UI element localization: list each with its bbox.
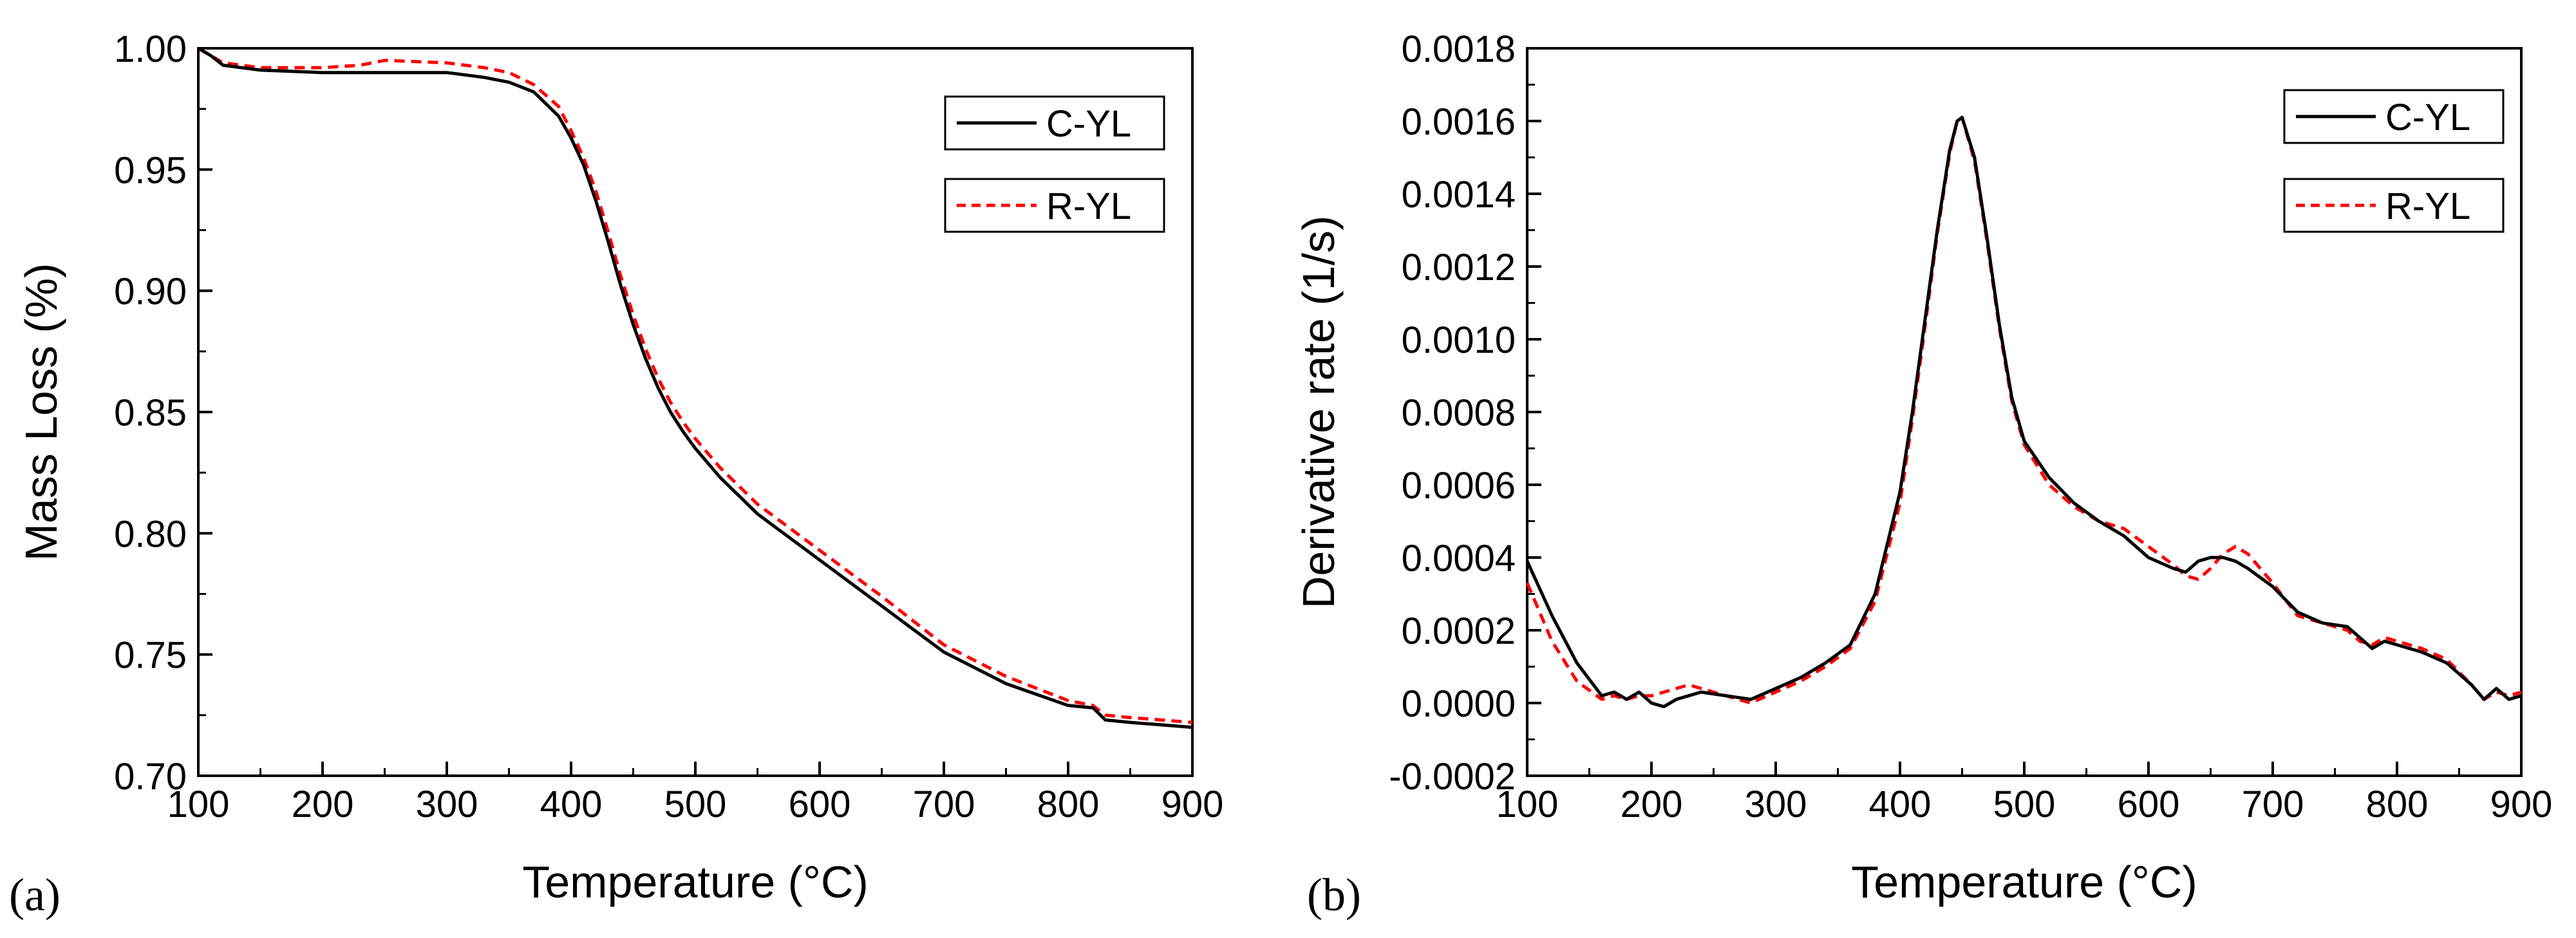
y-tick-label-b: 0.0008 bbox=[1402, 392, 1516, 434]
x-tick-label-a: 100 bbox=[167, 783, 230, 825]
y-tick-label-b: 0.0000 bbox=[1402, 683, 1516, 725]
x-tick-label-b: 600 bbox=[2118, 783, 2180, 825]
y-tick-label-b: 0.0014 bbox=[1402, 174, 1516, 216]
legend-label-a-r-yl: R-YL bbox=[1046, 185, 1131, 227]
y-tick-labels-a: 0.70 0.75 0.80 0.85 0.90 0.95 1.00 bbox=[114, 28, 187, 798]
y-tick-label-a: 0.70 bbox=[114, 756, 187, 798]
x-tick-label-a: 200 bbox=[292, 783, 354, 825]
y-tick-label-b: 0.0018 bbox=[1402, 28, 1516, 70]
series-lines-b bbox=[1525, 115, 2522, 709]
y-tick-label-b: 0.0010 bbox=[1402, 319, 1516, 361]
x-tick-label-b: 500 bbox=[1993, 783, 2056, 825]
x-tick-label-b: 100 bbox=[1496, 783, 1559, 825]
y-tick-label-b: 0.0004 bbox=[1402, 538, 1516, 579]
series-lines-a bbox=[197, 46, 1193, 729]
x-tick-label-a: 900 bbox=[1161, 783, 1224, 825]
legend-a: C-YL R-YL bbox=[944, 95, 1165, 233]
x-axis-title-b: Temperature (°C) bbox=[1851, 857, 2197, 907]
y-tick-label-a: 0.80 bbox=[114, 513, 187, 555]
legend-label-b-c-yl: C-YL bbox=[2385, 97, 2470, 138]
plot-frame-b bbox=[1526, 47, 2523, 777]
y-tick-label-b: 0.0006 bbox=[1402, 465, 1516, 507]
x-tick-label-b: 300 bbox=[1745, 783, 1807, 825]
panel-label-b: (b) bbox=[1307, 869, 1361, 921]
y-tick-label-b: 0.0002 bbox=[1402, 610, 1516, 652]
legend-box-a-c-yl bbox=[944, 95, 1165, 151]
y-tick-label-a: 0.75 bbox=[114, 635, 187, 677]
y-tick-label-b: 0.0012 bbox=[1402, 247, 1516, 288]
y-tick-labels-b: -0.0002 0.0000 0.0002 0.0004 0.0006 0.0008 0.0… bbox=[1389, 28, 1516, 798]
x-ticks-a bbox=[197, 762, 1194, 776]
series-line-b-c-yl bbox=[1525, 115, 2522, 709]
x-tick-label-a: 700 bbox=[913, 783, 975, 825]
x-tick-label-b: 900 bbox=[2490, 783, 2553, 825]
x-tick-labels-b: 100 200 300 400 500 600 700 800 900 bbox=[1496, 783, 2553, 825]
plot-frame-a bbox=[197, 47, 1194, 777]
x-tick-labels-a: 100 200 300 400 500 600 700 800 900 bbox=[167, 783, 1224, 825]
y-tick-label-b: -0.0002 bbox=[1389, 756, 1516, 798]
x-tick-label-a: 300 bbox=[416, 783, 478, 825]
legend-label-a-c-yl: C-YL bbox=[1046, 103, 1131, 145]
x-tick-label-b: 700 bbox=[2242, 783, 2304, 825]
y-axis-title-a: Mass Loss (%) bbox=[16, 263, 66, 561]
legend-b: C-YL R-YL bbox=[2283, 89, 2505, 233]
x-tick-label-b: 400 bbox=[1869, 783, 1932, 825]
series-line-a-c-yl bbox=[197, 46, 1193, 729]
x-tick-label-a: 500 bbox=[664, 783, 727, 825]
y-tick-label-a: 1.00 bbox=[114, 28, 187, 70]
x-tick-label-a: 600 bbox=[789, 783, 851, 825]
y-axis-title-b: Derivative rate (1/s) bbox=[1293, 216, 1344, 609]
legend-box-b-r-yl bbox=[2283, 178, 2505, 233]
y-tick-label-a: 0.90 bbox=[114, 271, 187, 313]
legend-box-a-r-yl bbox=[944, 178, 1165, 233]
y-ticks-b bbox=[1527, 47, 1541, 777]
x-tick-label-a: 400 bbox=[540, 783, 603, 825]
panel-label-a: (a) bbox=[9, 869, 61, 921]
series-line-a-r-yl bbox=[197, 46, 1193, 724]
legend-label-b-r-yl: R-YL bbox=[2385, 185, 2470, 227]
y-tick-label-a: 0.85 bbox=[114, 392, 187, 434]
y-tick-label-b: 0.0016 bbox=[1402, 101, 1516, 143]
x-tick-label-b: 200 bbox=[1621, 783, 1683, 825]
panel-b: 100 200 300 400 500 600 700 800 900 -0.0002 0.000… bbox=[1293, 28, 2552, 921]
y-tick-label-a: 0.95 bbox=[114, 149, 187, 191]
y-ticks-a bbox=[198, 47, 212, 777]
x-tick-label-b: 800 bbox=[2366, 783, 2429, 825]
panel-a: 100 200 300 400 500 600 700 800 900 0.70 0.75 0.80… bbox=[9, 28, 1223, 921]
x-tick-label-a: 800 bbox=[1037, 783, 1100, 825]
x-axis-title-a: Temperature (°C) bbox=[522, 857, 869, 907]
x-ticks-b bbox=[1526, 762, 2523, 776]
